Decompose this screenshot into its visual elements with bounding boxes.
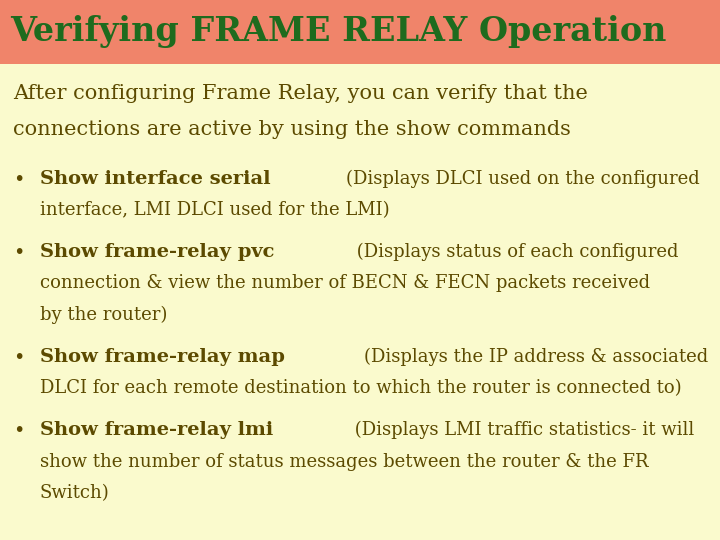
Text: interface, LMI DLCI used for the LMI): interface, LMI DLCI used for the LMI) [40,201,390,219]
Text: DLCI for each remote destination to which the router is connected to): DLCI for each remote destination to whic… [40,379,681,397]
Text: Show interface serial: Show interface serial [40,170,277,187]
Bar [0,0,720,64]
Text: Verifying FRAME RELAY Operation: Verifying FRAME RELAY Operation [10,15,667,49]
Text: by the router): by the router) [40,306,167,324]
Text: Show frame-relay pvc: Show frame-relay pvc [40,243,281,261]
Text: Show frame-relay map: Show frame-relay map [40,348,291,366]
Text: connection & view the number of BECN & FECN packets received: connection & view the number of BECN & F… [40,274,649,292]
Text: (Displays status of each configured: (Displays status of each configured [351,243,678,261]
Text: Show frame-relay lmi: Show frame-relay lmi [40,421,279,439]
Text: •: • [13,348,24,367]
Text: show the number of status messages between the router & the FR: show the number of status messages betwe… [40,453,648,470]
Text: •: • [13,243,24,262]
Text: Switch): Switch) [40,484,109,502]
Text: After configuring Frame Relay, you can verify that the: After configuring Frame Relay, you can v… [13,84,588,103]
Text: connections are active by using the show commands: connections are active by using the show… [13,120,571,139]
Text: •: • [13,170,24,188]
Text: (Displays DLCI used on the configured: (Displays DLCI used on the configured [346,170,700,188]
Text: (Displays the IP address & associated: (Displays the IP address & associated [364,348,708,366]
Text: (Displays LMI traffic statistics- it will: (Displays LMI traffic statistics- it wil… [349,421,695,440]
Text: •: • [13,421,24,440]
